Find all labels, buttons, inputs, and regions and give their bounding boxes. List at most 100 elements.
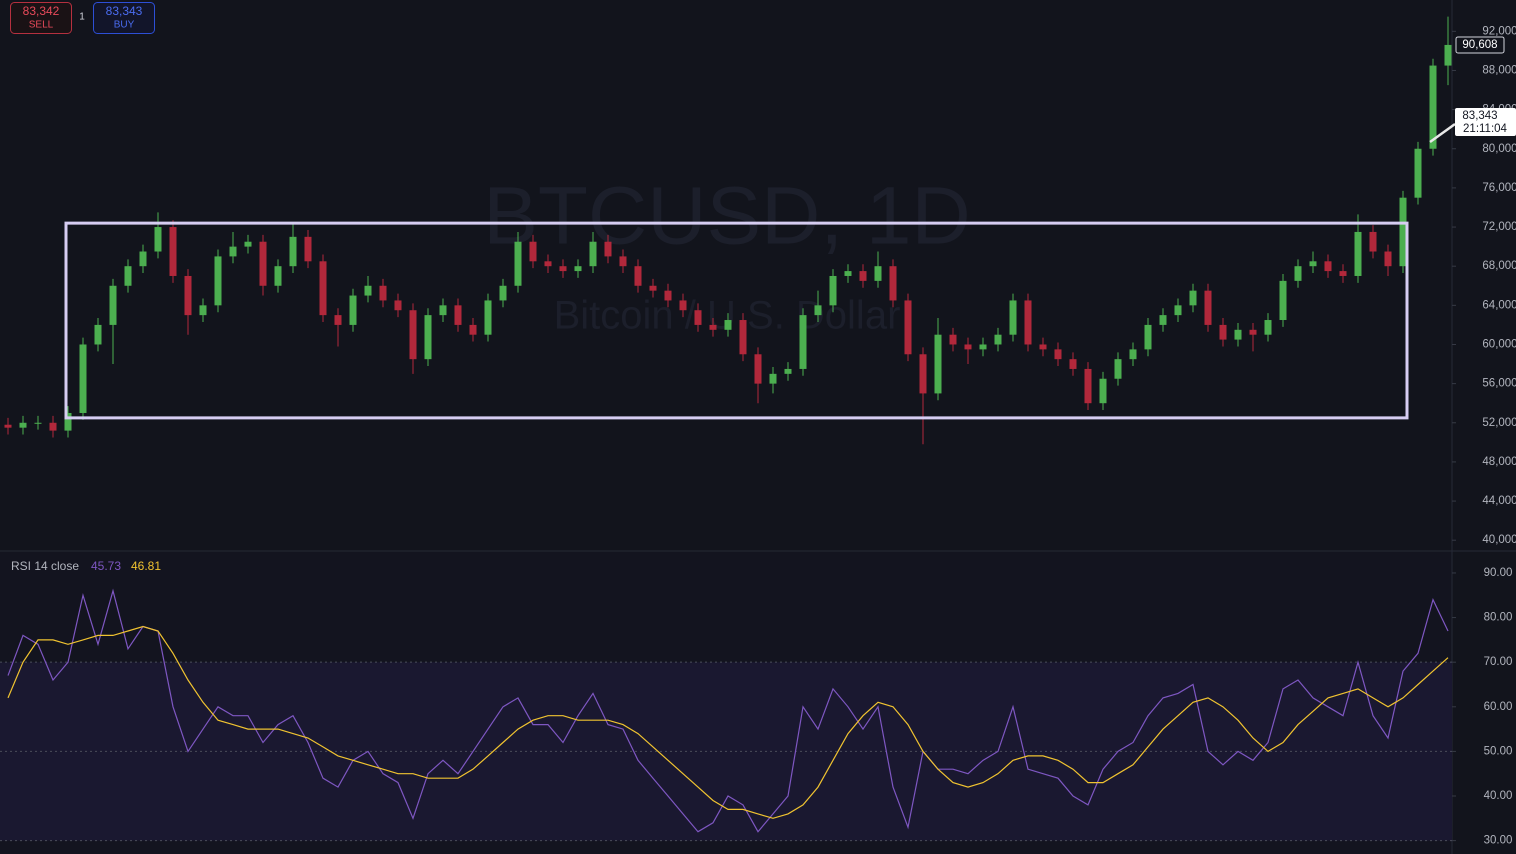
candle-body xyxy=(214,256,222,306)
candle-body xyxy=(94,324,102,345)
candle-body xyxy=(199,305,207,316)
buy-button[interactable] xyxy=(93,2,155,34)
y-tick-label: 92,000 xyxy=(1482,25,1516,37)
candle-body xyxy=(409,310,417,360)
last-price-box xyxy=(1455,36,1505,54)
candle-body xyxy=(394,300,402,311)
candle-body xyxy=(679,300,687,311)
rsi-title: RSI 14 close xyxy=(11,559,79,573)
candle-body xyxy=(1219,324,1227,340)
candle-body xyxy=(1444,44,1452,66)
candle-body xyxy=(994,334,1002,345)
candle-body xyxy=(1264,320,1272,335)
candle-body xyxy=(379,285,387,301)
candle-body xyxy=(664,290,672,301)
candle-body xyxy=(484,300,492,335)
candle-body xyxy=(169,227,177,276)
cursor-line xyxy=(1429,123,1456,144)
candle-body xyxy=(454,305,462,325)
candle-body xyxy=(34,422,42,424)
candle-body xyxy=(649,285,657,291)
sell-label[interactable]: SELL xyxy=(29,20,54,31)
candle-body xyxy=(79,344,87,413)
cursor-price: 83,343 xyxy=(1462,110,1497,122)
candle-body xyxy=(529,241,537,262)
candle-body xyxy=(349,295,357,325)
cursor-box xyxy=(1455,108,1516,137)
sell-button[interactable] xyxy=(10,2,72,34)
candle-body xyxy=(1414,148,1422,198)
candle-body xyxy=(244,241,252,247)
candle-body xyxy=(1069,359,1077,369)
y-tick-label: 68,000 xyxy=(1482,260,1516,272)
y-tick-label: 56,000 xyxy=(1482,378,1516,390)
cursor-time: 21:11:04 xyxy=(1463,123,1508,135)
candle-body xyxy=(709,324,717,330)
y-tick-label: 60,000 xyxy=(1482,339,1516,351)
candle-body xyxy=(274,266,282,286)
y-tick-label: 50.00 xyxy=(1484,745,1513,757)
candle-body xyxy=(604,241,612,257)
candle-body xyxy=(784,368,792,374)
candle-body xyxy=(934,334,942,394)
watermark-title: BTCUSD, 1D xyxy=(483,171,971,262)
candle-body xyxy=(1159,315,1167,325)
candle-body xyxy=(1249,329,1257,335)
y-tick-label: 52,000 xyxy=(1482,417,1516,429)
range-box xyxy=(64,221,1409,420)
candle-body xyxy=(1279,280,1287,321)
y-tick-label: 80.00 xyxy=(1484,612,1513,624)
candle-body xyxy=(964,344,972,350)
candle-body xyxy=(64,412,72,431)
buy-price[interactable]: 83,343 xyxy=(106,4,143,18)
candle-body xyxy=(694,310,702,325)
candle-body xyxy=(844,271,852,276)
candle-body xyxy=(439,305,447,316)
candle-body xyxy=(724,320,732,330)
candle-body xyxy=(769,373,777,384)
rsi-line xyxy=(7,588,1449,833)
candle-body xyxy=(799,315,807,369)
y-tick-label: 90.00 xyxy=(1484,567,1513,579)
watermark-subtitle: Bitcoin / U.S. Dollar xyxy=(554,294,901,338)
candle-body xyxy=(1384,251,1392,267)
spread: 1 xyxy=(79,12,85,23)
rsi-line xyxy=(7,625,1449,819)
candle-body xyxy=(499,285,507,301)
candle-body xyxy=(544,261,552,267)
candle-body xyxy=(1084,368,1092,404)
candle-body xyxy=(979,344,987,350)
candle-body xyxy=(124,266,132,286)
candle-body xyxy=(424,315,432,360)
y-tick-label: 44,000 xyxy=(1482,495,1516,507)
candle-body xyxy=(874,266,882,281)
candle-body xyxy=(1234,329,1242,340)
candle-body xyxy=(334,315,342,325)
candle-body xyxy=(109,285,117,325)
sell-price[interactable]: 83,342 xyxy=(23,4,60,18)
legend-value: 46.81 xyxy=(131,559,161,573)
candle-body xyxy=(1429,65,1437,149)
candle-body xyxy=(49,422,57,431)
candle-body xyxy=(364,285,372,296)
candle-body xyxy=(1114,359,1122,379)
candle-body xyxy=(1099,378,1107,404)
candle-body xyxy=(319,261,327,316)
candle-body xyxy=(514,241,522,286)
candle-body xyxy=(1339,271,1347,276)
buy-label[interactable]: BUY xyxy=(114,20,135,31)
candle-body xyxy=(739,320,747,355)
y-tick-label: 40.00 xyxy=(1484,790,1513,802)
candle-body xyxy=(19,422,27,428)
candle-body xyxy=(1189,290,1197,306)
candle-body xyxy=(1039,344,1047,350)
candle-body xyxy=(1399,197,1407,267)
candle-body xyxy=(1129,349,1137,360)
candle-body xyxy=(559,266,567,272)
y-tick-label: 30.00 xyxy=(1484,835,1513,847)
candle-body xyxy=(634,266,642,286)
candle-body xyxy=(1309,261,1317,267)
candle-body xyxy=(184,275,192,316)
